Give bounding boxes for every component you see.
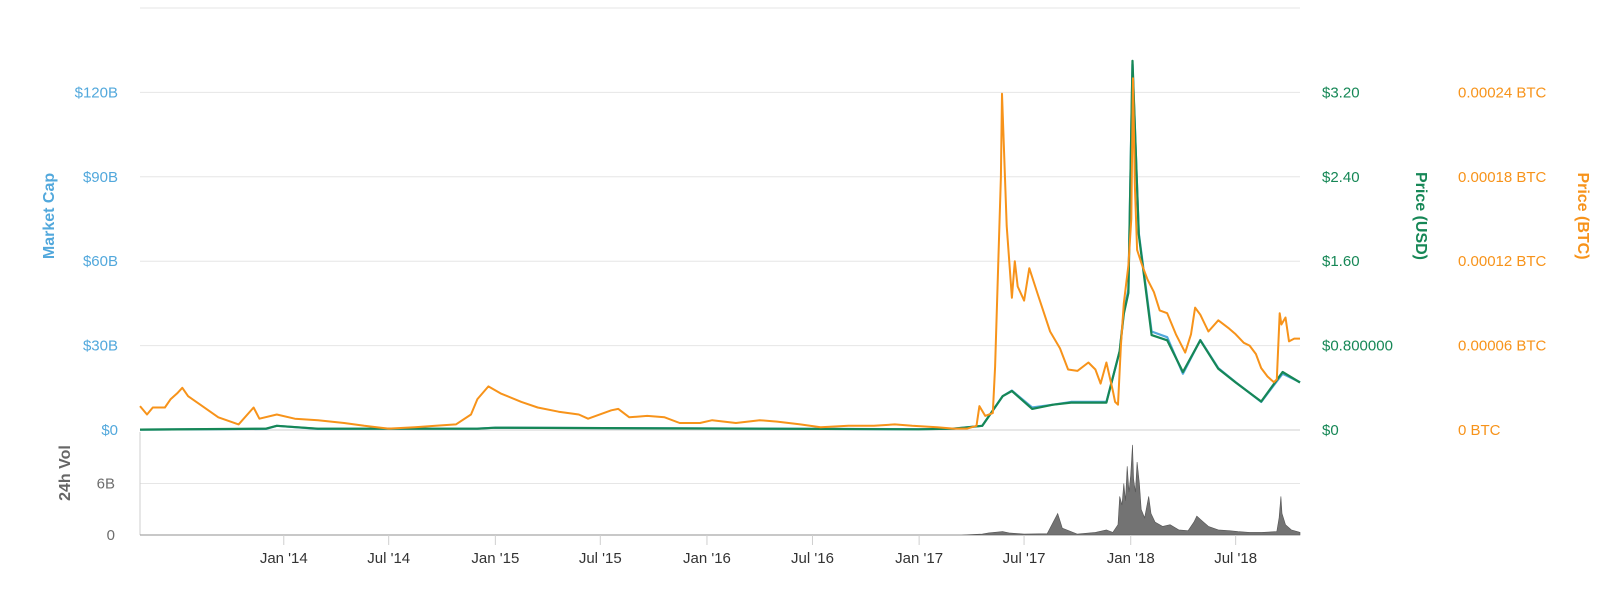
price-btc-tick-label: 0.00006 BTC: [1458, 338, 1547, 355]
x-tick-label: Jul '15: [579, 550, 622, 567]
volume-ticks: 0 6B: [97, 476, 115, 545]
series-layer[interactable]: [139, 59, 1301, 536]
price-usd-ticks: $0 $0.800000 $1.60 $2.40 $3.20: [1322, 84, 1393, 439]
price-btc-tick-label: 0.00018 BTC: [1458, 169, 1547, 186]
price-btc-ticks: 0 BTC 0.00006 BTC 0.00012 BTC 0.00018 BTC 0.…: [1458, 84, 1547, 439]
x-tick-label: Jan '18: [1107, 550, 1155, 567]
x-tick-label: Jul '17: [1003, 550, 1046, 567]
x-tick-label: Jan '15: [471, 550, 519, 567]
x-axis-ticks: Jan '14 Jul '14 Jan '15 Jul '15 Jan '16 Jul '…: [260, 535, 1257, 567]
volume-tick-label: 0: [107, 527, 115, 544]
x-tick-label: Jul '14: [367, 550, 410, 567]
price-btc-tick-label: 0.00024 BTC: [1458, 84, 1547, 101]
market-cap-tick-label: $30B: [83, 338, 118, 355]
price-usd-tick-label: $0: [1322, 422, 1339, 439]
x-tick-label: Jul '18: [1214, 550, 1257, 567]
volume-axis-title: 24h Vol: [57, 445, 74, 501]
market-cap-tick-label: $120B: [75, 84, 118, 101]
x-tick-label: Jul '16: [791, 550, 834, 567]
price-usd-tick-label: $1.60: [1322, 253, 1360, 270]
volume-area[interactable]: [140, 444, 1301, 536]
main-grid: [140, 7, 1300, 431]
price-usd-tick-label: $2.40: [1322, 169, 1360, 186]
market-cap-ticks: $0 $30B $60B $90B $120B: [75, 84, 118, 439]
price-btc-line[interactable]: [139, 77, 1300, 430]
x-tick-label: Jan '16: [683, 550, 731, 567]
price-usd-line[interactable]: [139, 59, 1301, 431]
market-cap-tick-label: $60B: [83, 253, 118, 270]
price-usd-axis-title: Price (USD): [1412, 172, 1429, 260]
price-btc-tick-label: 0 BTC: [1458, 422, 1501, 439]
price-btc-axis-title: Price (BTC): [1574, 172, 1591, 259]
price-usd-tick-label: $0.800000: [1322, 338, 1393, 355]
price-usd-tick-label: $3.20: [1322, 84, 1360, 101]
market-cap-axis-title: Market Cap: [41, 173, 58, 259]
market-cap-line[interactable]: [139, 63, 1301, 431]
market-cap-tick-label: $0: [101, 422, 118, 439]
market-cap-tick-label: $90B: [83, 169, 118, 186]
x-tick-label: Jan '17: [895, 550, 943, 567]
x-tick-label: Jan '14: [260, 550, 308, 567]
price-btc-tick-label: 0.00012 BTC: [1458, 253, 1547, 270]
volume-tick-label: 6B: [97, 476, 115, 493]
